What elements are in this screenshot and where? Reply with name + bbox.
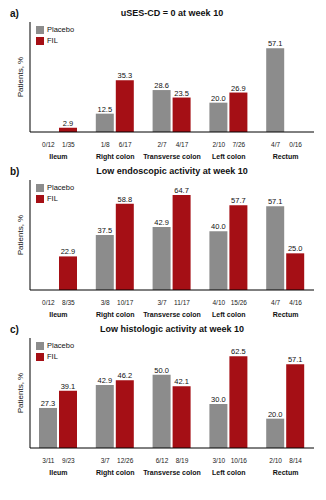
svg-text:12.5: 12.5 (97, 105, 112, 114)
svg-text:0/12: 0/12 (42, 299, 55, 306)
svg-text:Left colon: Left colon (212, 311, 245, 318)
svg-text:Patients, %: Patients, % (16, 373, 25, 413)
svg-text:Ileum: Ileum (49, 153, 67, 160)
svg-text:42.9: 42.9 (97, 376, 112, 385)
svg-text:3/7: 3/7 (101, 457, 110, 464)
svg-text:11/17: 11/17 (174, 299, 190, 306)
html-text:c): c) (10, 324, 19, 335)
svg-text:35.3: 35.3 (117, 71, 132, 80)
svg-text:0/16: 0/16 (289, 141, 302, 148)
svg-text:28.6: 28.6 (154, 81, 169, 90)
html-text:FIL: FIL (47, 36, 58, 45)
svg-text:9/23: 9/23 (62, 457, 75, 464)
svg-text:Right colon: Right colon (96, 311, 135, 319)
svg-text:Left colon: Left colon (212, 469, 245, 476)
html-text:Placebo: Placebo (47, 25, 75, 34)
svg-text:1/35: 1/35 (62, 141, 75, 148)
svg-text:37.5: 37.5 (97, 226, 112, 235)
svg-text:Right colon: Right colon (96, 469, 135, 477)
svg-text:Right colon: Right colon (96, 153, 135, 161)
svg-text:23.5: 23.5 (174, 89, 189, 98)
svg-text:30.0: 30.0 (211, 395, 226, 404)
svg-text:27.3: 27.3 (41, 399, 56, 408)
svg-text:Transverse colon: Transverse colon (143, 153, 201, 160)
svg-text:4/16: 4/16 (289, 299, 302, 306)
svg-text:Patients, %: Patients, % (16, 57, 25, 97)
svg-text:3/7: 3/7 (157, 299, 166, 306)
svg-text:42.1: 42.1 (174, 377, 189, 386)
svg-text:46.2: 46.2 (117, 371, 132, 380)
svg-text:6/12: 6/12 (156, 457, 169, 464)
svg-text:42.9: 42.9 (154, 218, 169, 227)
svg-text:4/7: 4/7 (271, 299, 280, 306)
svg-text:2/10: 2/10 (212, 141, 225, 148)
svg-text:40.0: 40.0 (211, 222, 226, 231)
svg-text:10/17: 10/17 (117, 299, 134, 306)
svg-text:10/16: 10/16 (231, 457, 248, 464)
svg-text:3/8: 3/8 (101, 299, 110, 306)
svg-text:7/26: 7/26 (232, 141, 245, 148)
html-text:Placebo: Placebo (47, 183, 75, 192)
html-text:FIL: FIL (47, 352, 58, 361)
svg-text:20.0: 20.0 (211, 94, 226, 103)
svg-text:39.1: 39.1 (61, 382, 76, 391)
svg-text:Ileum: Ileum (49, 469, 67, 476)
svg-text:22.9: 22.9 (61, 247, 76, 256)
svg-text:2.9: 2.9 (63, 119, 73, 128)
html-text:uSES-CD = 0 at week 10: uSES-CD = 0 at week 10 (120, 8, 224, 18)
svg-text:62.5: 62.5 (231, 347, 246, 356)
svg-text:8/14: 8/14 (289, 457, 302, 464)
svg-text:4/7: 4/7 (271, 141, 280, 148)
svg-text:0/12: 0/12 (42, 141, 55, 148)
svg-text:57.1: 57.1 (268, 39, 283, 48)
svg-text:4/10: 4/10 (212, 299, 225, 306)
svg-text:58.8: 58.8 (117, 195, 132, 204)
svg-text:8/35: 8/35 (62, 299, 75, 306)
svg-text:Transverse colon: Transverse colon (143, 469, 201, 476)
html-text:a): a) (10, 8, 19, 19)
svg-text:Ileum: Ileum (49, 311, 67, 318)
html-text:Low endoscopic activity at wee: Low endoscopic activity at week 10 (96, 166, 248, 176)
svg-text:Rectum: Rectum (273, 311, 299, 318)
svg-text:15/26: 15/26 (231, 299, 248, 306)
svg-text:57.1: 57.1 (288, 355, 303, 364)
html-text:Placebo: Placebo (47, 341, 75, 350)
svg-text:1/8: 1/8 (101, 141, 110, 148)
svg-text:3/11: 3/11 (42, 457, 55, 464)
html-text:Low histologic activity at wee: Low histologic activity at week 10 (100, 324, 244, 334)
svg-text:Left colon: Left colon (212, 153, 245, 160)
svg-text:3/10: 3/10 (212, 457, 225, 464)
svg-text:4/17: 4/17 (176, 141, 189, 148)
svg-text:8/19: 8/19 (176, 457, 189, 464)
html-text:FIL: FIL (47, 194, 58, 203)
svg-text:Rectum: Rectum (273, 153, 299, 160)
svg-text:6/17: 6/17 (119, 141, 132, 148)
svg-text:Transverse colon: Transverse colon (143, 311, 201, 318)
html-text:b): b) (10, 166, 20, 177)
svg-text:64.7: 64.7 (174, 186, 189, 195)
svg-text:57.1: 57.1 (268, 197, 283, 206)
svg-text:2/10: 2/10 (269, 457, 282, 464)
svg-text:2/7: 2/7 (157, 141, 166, 148)
svg-text:20.0: 20.0 (268, 410, 283, 419)
svg-text:Rectum: Rectum (273, 469, 299, 476)
svg-text:25.0: 25.0 (288, 244, 303, 253)
svg-text:Patients, %: Patients, % (16, 215, 25, 255)
svg-text:50.0: 50.0 (154, 366, 169, 375)
svg-text:12/26: 12/26 (117, 457, 134, 464)
svg-text:57.7: 57.7 (231, 196, 246, 205)
svg-text:26.9: 26.9 (231, 84, 246, 93)
